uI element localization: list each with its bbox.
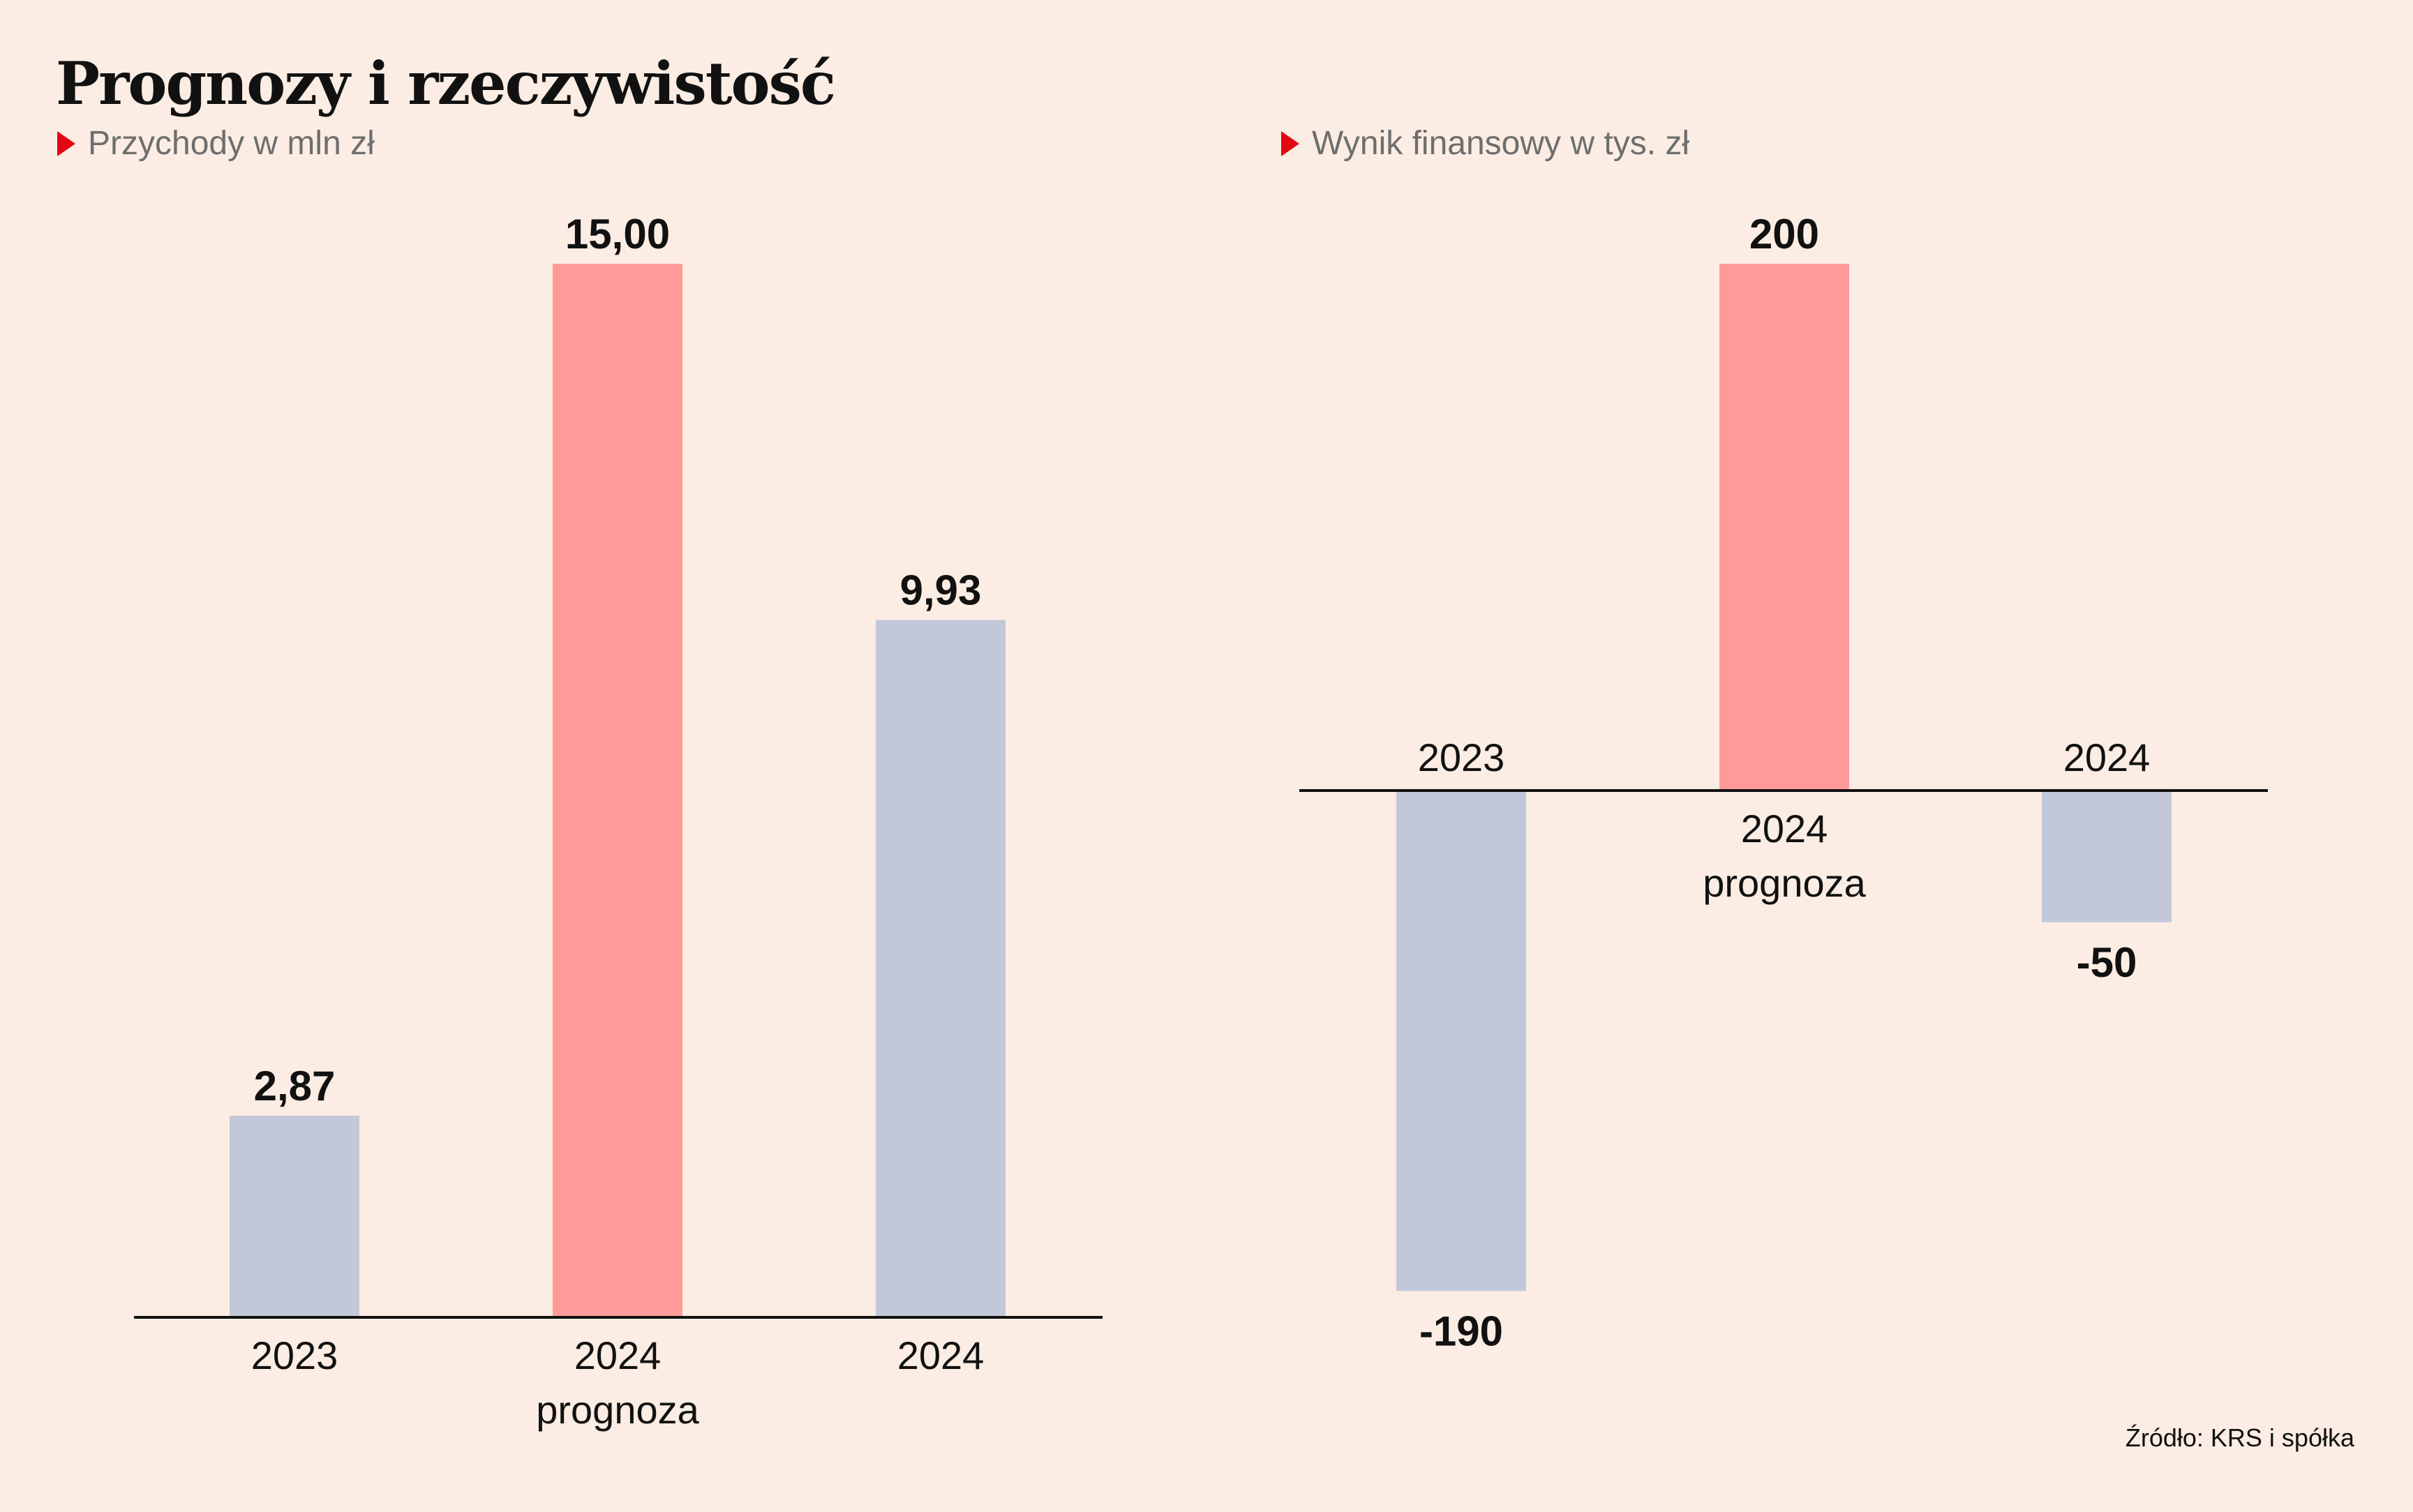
category-label: prognoza: [1703, 861, 1866, 905]
bar: [553, 264, 682, 1317]
category-label: 2024: [897, 1333, 985, 1377]
left-chart-subtitle: Przychody w mln zł: [57, 124, 375, 163]
triangle-marker-icon: [57, 130, 75, 156]
bar: [1396, 791, 1526, 1292]
category-label: 2024: [574, 1333, 662, 1377]
category-label: 2023: [251, 1333, 338, 1377]
data-label: 2,87: [254, 1063, 336, 1109]
category-label: 2024: [1741, 807, 1828, 851]
bar: [2042, 791, 2172, 922]
right-chart-subtitle: Wynik finansowy w tys. zł: [1281, 124, 1689, 163]
category-label: prognoza: [536, 1388, 699, 1432]
data-label: 200: [1749, 211, 1819, 257]
right-chart-subtitle-text: Wynik finansowy w tys. zł: [1312, 125, 1690, 162]
data-label: 15,00: [565, 211, 670, 257]
source-note: Źródło: KRS i spółka: [2125, 1423, 2354, 1452]
data-label: -190: [1419, 1308, 1503, 1354]
bar: [1719, 264, 1849, 791]
category-label: 2023: [1418, 735, 1505, 779]
left-chart-subtitle-text: Przychody w mln zł: [88, 125, 375, 162]
bar: [876, 620, 1006, 1317]
data-label: 9,93: [900, 567, 982, 613]
bar: [230, 1116, 359, 1317]
category-label: 2024: [2063, 735, 2151, 779]
chart-title: Prognozy i rzeczywistość: [56, 49, 836, 118]
data-label: -50: [2077, 939, 2137, 986]
triangle-marker-icon: [1281, 130, 1299, 156]
